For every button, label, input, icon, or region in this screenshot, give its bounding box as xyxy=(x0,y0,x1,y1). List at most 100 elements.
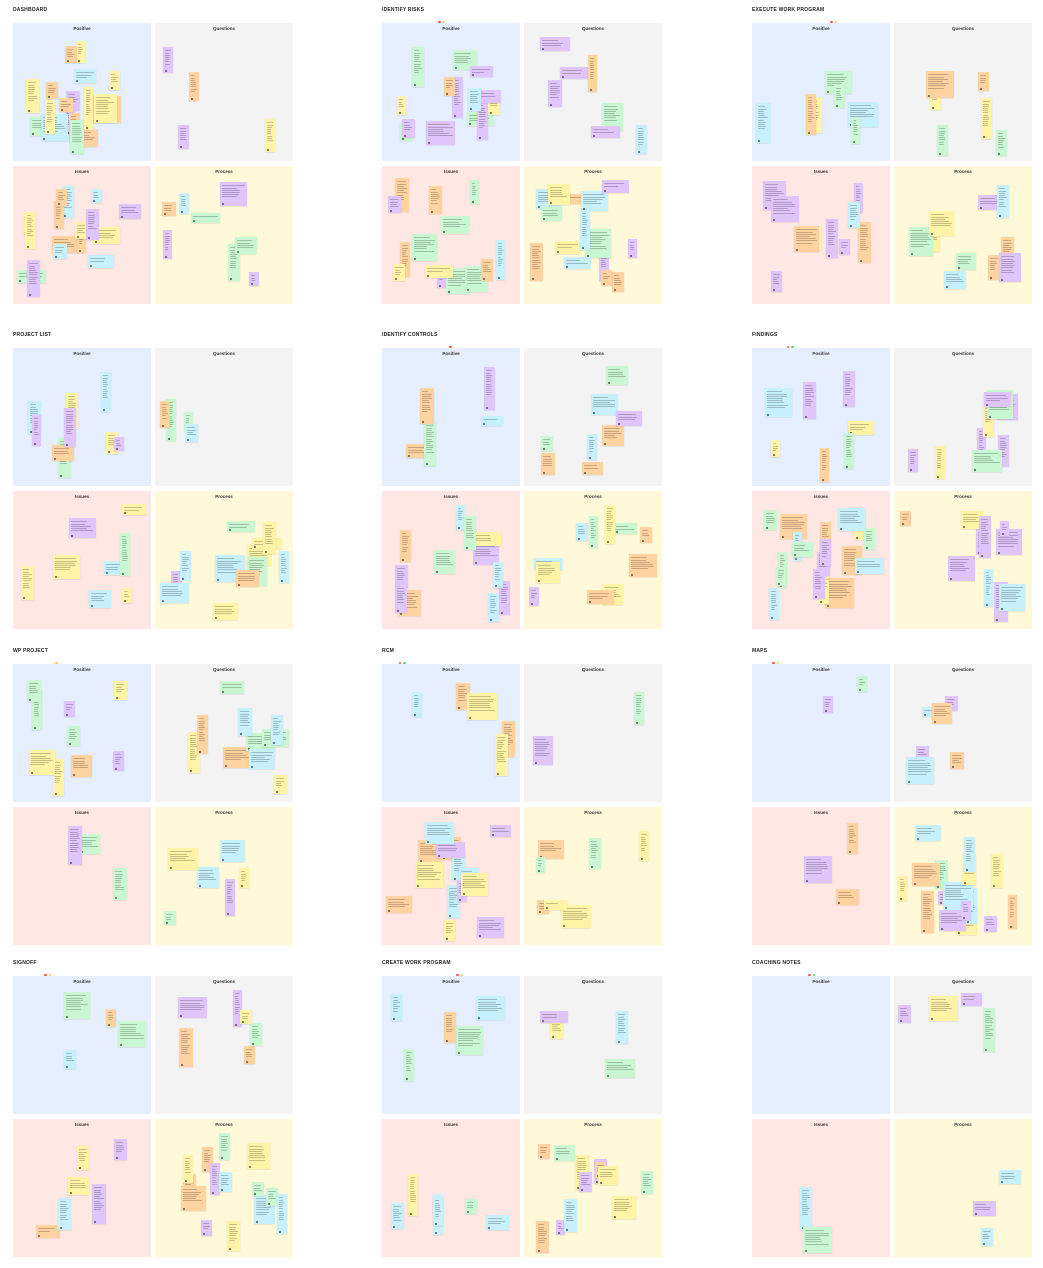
sticky-note[interactable] xyxy=(806,94,816,135)
sticky-note[interactable] xyxy=(834,85,845,108)
sticky-note[interactable] xyxy=(223,747,253,768)
quadrant-process[interactable]: Process xyxy=(524,807,662,945)
sticky-note[interactable] xyxy=(75,222,88,239)
sticky-note[interactable] xyxy=(391,1203,404,1229)
sticky-note[interactable] xyxy=(163,230,172,259)
sticky-note[interactable] xyxy=(197,867,219,888)
sticky-note[interactable] xyxy=(634,692,644,725)
sticky-note[interactable] xyxy=(898,1005,911,1023)
sticky-note[interactable] xyxy=(26,79,39,113)
quadrant-issues[interactable]: Issues xyxy=(13,807,151,945)
sticky-note[interactable] xyxy=(636,125,647,154)
sticky-note[interactable] xyxy=(191,213,220,223)
sticky-note[interactable] xyxy=(402,119,415,138)
sticky-note[interactable] xyxy=(981,98,992,139)
sticky-note[interactable] xyxy=(197,715,208,754)
sticky-note[interactable] xyxy=(1008,895,1017,929)
sticky-note[interactable] xyxy=(950,752,964,769)
quadrant-issues[interactable]: Issues xyxy=(382,807,520,945)
quadrant-questions[interactable]: Questions xyxy=(155,664,293,802)
sticky-note[interactable] xyxy=(277,1194,287,1234)
sticky-note[interactable] xyxy=(456,1026,483,1055)
sticky-note[interactable] xyxy=(978,72,989,91)
sticky-note[interactable] xyxy=(984,916,997,932)
board-section-maps[interactable]: MAPS Positive Questions Issues Process xyxy=(752,648,1032,945)
sticky-note[interactable] xyxy=(160,401,170,428)
sticky-note[interactable] xyxy=(536,857,545,873)
sticky-note[interactable] xyxy=(639,831,649,861)
quadrant-issues[interactable]: Issues xyxy=(382,166,520,304)
sticky-note[interactable] xyxy=(86,209,99,240)
sticky-note[interactable] xyxy=(538,1144,550,1159)
sticky-note[interactable] xyxy=(991,854,1003,888)
sticky-note[interactable] xyxy=(771,440,780,457)
sticky-note[interactable] xyxy=(70,120,84,154)
sticky-note[interactable] xyxy=(538,840,564,859)
sticky-note[interactable] xyxy=(71,755,92,777)
sticky-note[interactable] xyxy=(836,889,859,905)
sticky-note[interactable] xyxy=(616,1011,628,1044)
sticky-note[interactable] xyxy=(164,911,176,925)
sticky-note[interactable] xyxy=(45,100,55,134)
sticky-note[interactable] xyxy=(490,825,511,837)
board-section-dashboard[interactable]: DASHBOARD Positive Questions Issues Process xyxy=(13,7,293,304)
quadrant-questions[interactable]: Questions xyxy=(524,23,662,161)
sticky-note[interactable] xyxy=(52,445,74,461)
sticky-note[interactable] xyxy=(765,388,792,417)
quadrant-positive[interactable]: Positive xyxy=(752,348,890,486)
sticky-note[interactable] xyxy=(935,446,945,479)
sticky-note[interactable] xyxy=(444,77,455,96)
sticky-note[interactable] xyxy=(386,896,412,913)
sticky-note[interactable] xyxy=(813,569,825,599)
sticky-note[interactable] xyxy=(476,996,505,1020)
sticky-note[interactable] xyxy=(388,196,401,213)
sticky-note[interactable] xyxy=(436,842,465,858)
sticky-note[interactable] xyxy=(219,1133,230,1160)
quadrant-questions[interactable]: Questions xyxy=(155,348,293,486)
sticky-note[interactable] xyxy=(420,388,434,424)
sticky-note[interactable] xyxy=(956,253,976,270)
quadrant-issues[interactable]: Issues xyxy=(752,491,890,629)
quadrant-questions[interactable]: Questions xyxy=(894,23,1032,161)
sticky-note[interactable] xyxy=(391,994,402,1021)
sticky-note[interactable] xyxy=(541,436,553,451)
sticky-note[interactable] xyxy=(499,581,510,615)
sticky-note[interactable] xyxy=(250,1023,262,1046)
board-section-execute-work-program[interactable]: EXECUTE WORK PROGRAM Positive Questions Iss… xyxy=(752,7,1032,304)
sticky-note[interactable] xyxy=(266,1188,278,1206)
sticky-note[interactable] xyxy=(425,822,454,844)
sticky-note[interactable] xyxy=(27,680,41,702)
sticky-note[interactable] xyxy=(64,701,75,717)
sticky-note[interactable] xyxy=(581,191,608,211)
sticky-note[interactable] xyxy=(415,862,443,888)
sticky-note[interactable] xyxy=(961,511,983,529)
sticky-note[interactable] xyxy=(64,1050,76,1069)
sticky-note[interactable] xyxy=(265,119,275,152)
sticky-note[interactable] xyxy=(591,394,618,415)
quadrant-questions[interactable]: Questions xyxy=(155,976,293,1114)
sticky-note[interactable] xyxy=(629,554,657,577)
sticky-note[interactable] xyxy=(162,202,176,216)
sticky-note[interactable] xyxy=(961,993,982,1006)
sticky-note[interactable] xyxy=(540,37,570,51)
quadrant-positive[interactable]: Positive xyxy=(382,976,520,1114)
sticky-note[interactable] xyxy=(249,272,259,286)
sticky-note[interactable] xyxy=(973,1201,996,1216)
quadrant-process[interactable]: Process xyxy=(155,166,293,304)
sticky-note[interactable] xyxy=(792,542,813,557)
sticky-note[interactable] xyxy=(56,189,67,206)
board-section-wp-project[interactable]: WP PROJECT Positive Questions Issues Process xyxy=(13,648,293,945)
sticky-note[interactable] xyxy=(602,425,624,446)
sticky-note[interactable] xyxy=(640,527,652,543)
sticky-note[interactable] xyxy=(529,587,539,606)
quadrant-questions[interactable]: Questions xyxy=(894,976,1032,1114)
sticky-note[interactable] xyxy=(404,1049,414,1081)
sticky-note[interactable] xyxy=(163,47,173,73)
sticky-note[interactable] xyxy=(393,264,405,281)
quadrant-issues[interactable]: Issues xyxy=(382,491,520,629)
sticky-note[interactable] xyxy=(53,759,64,796)
sticky-note[interactable] xyxy=(602,180,629,193)
sticky-note[interactable] xyxy=(180,551,191,581)
sticky-note[interactable] xyxy=(605,505,615,544)
sticky-note[interactable] xyxy=(548,184,570,205)
